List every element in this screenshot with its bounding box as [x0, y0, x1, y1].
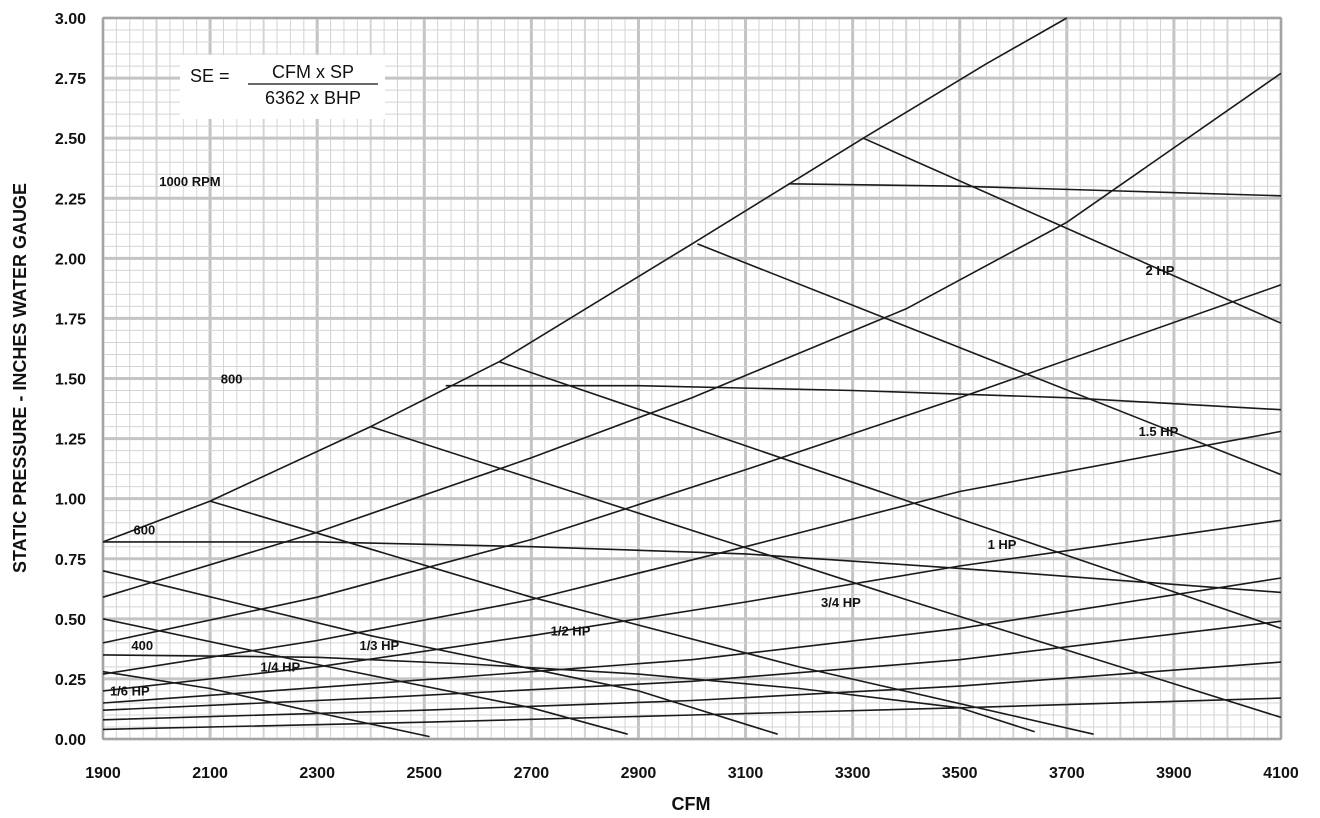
system-curve	[102, 430, 1282, 675]
curve-label: 1/3 HP	[359, 638, 399, 653]
formula-box: SE = CFM x SP 6362 x BHP	[180, 55, 385, 119]
hp-curve	[498, 360, 1282, 630]
curve-label: 1/2 HP	[551, 624, 591, 639]
y-tick-label: 2.25	[55, 191, 86, 208]
x-tick-label: 3100	[728, 765, 764, 782]
curve-label: 3/4 HP	[821, 595, 861, 610]
curve-label: 400	[131, 638, 153, 653]
curve-label: 1.5 HP	[1139, 424, 1179, 439]
y-tick-label: 3.00	[55, 11, 86, 28]
x-tick-label: 1900	[85, 765, 121, 782]
x-tick-label: 3900	[1156, 765, 1192, 782]
x-tick-label: 2300	[299, 765, 335, 782]
system-curve	[102, 697, 1282, 731]
curve-label: 1/6 HP	[110, 684, 150, 699]
hp-curve	[102, 670, 430, 738]
y-tick-label: 2.50	[55, 131, 86, 148]
y-tick-label: 0.25	[55, 672, 86, 689]
x-tick-label: 3300	[835, 765, 871, 782]
curve-label: 800	[221, 371, 243, 386]
y-tick-label: 2.00	[55, 251, 86, 268]
x-tick-label: 2700	[514, 765, 550, 782]
x-tick-label: 2900	[621, 765, 657, 782]
hp-curve	[209, 500, 1094, 735]
curve-label: 1/4 HP	[260, 660, 300, 675]
x-tick-label: 2100	[192, 765, 228, 782]
curve-label: 2 HP	[1146, 263, 1175, 278]
y-axis-title: STATIC PRESSURE - INCHES WATER GAUGE	[10, 183, 30, 573]
hp-curve	[102, 618, 628, 735]
x-tick-label: 3700	[1049, 765, 1085, 782]
rpm-curve	[103, 541, 1282, 594]
y-tick-label: 1.50	[55, 372, 86, 389]
y-axis-ticks: 0.00 0.25 0.50 0.75 1.00 1.25 1.50 1.75 2.00 2.25…	[55, 11, 86, 749]
x-tick-label: 4100	[1263, 765, 1299, 782]
y-tick-label: 0.50	[55, 612, 86, 629]
hp-curve	[697, 243, 1282, 476]
hp-curve	[862, 137, 1282, 324]
y-tick-label: 0.00	[55, 732, 86, 749]
rpm-curve	[445, 384, 1282, 411]
x-axis-ticks: 1900 2100 2300 2500 2700 2900 3100 3300 3500 3700…	[85, 765, 1299, 782]
y-tick-label: 2.75	[55, 71, 86, 88]
formula-numerator: CFM x SP	[272, 62, 354, 82]
formula-lhs: SE =	[190, 66, 230, 86]
rpm-curve	[788, 183, 1282, 197]
curve-label: 600	[134, 523, 156, 538]
x-tick-label: 3500	[942, 765, 978, 782]
formula-background	[180, 55, 385, 119]
hp-curve	[370, 425, 1282, 719]
formula-denominator: 6362 x BHP	[265, 88, 361, 108]
curve-labels: 1000 RPM 800 600 400 2 HP 1.5 HP 1 HP 3/4 HP 1/2…	[110, 174, 1179, 699]
y-tick-label: 1.00	[55, 492, 86, 509]
curve-label: 1 HP	[988, 537, 1017, 552]
boundary-curve	[102, 17, 1068, 543]
x-axis-title: CFM	[672, 794, 711, 814]
y-tick-label: 1.25	[55, 432, 86, 449]
system-curve	[102, 519, 1282, 692]
y-tick-label: 0.75	[55, 552, 86, 569]
curves	[102, 17, 1282, 738]
hp-curve	[102, 570, 778, 735]
plot-frame	[102, 17, 1282, 740]
system-curve	[102, 284, 1282, 644]
x-tick-label: 2500	[406, 765, 442, 782]
curve-label: 1000 RPM	[159, 174, 220, 189]
system-curve	[102, 577, 1282, 704]
system-curve	[102, 620, 1282, 711]
y-tick-label: 1.75	[55, 311, 86, 328]
rpm-curve	[102, 654, 1035, 733]
grid	[101, 16, 1283, 741]
